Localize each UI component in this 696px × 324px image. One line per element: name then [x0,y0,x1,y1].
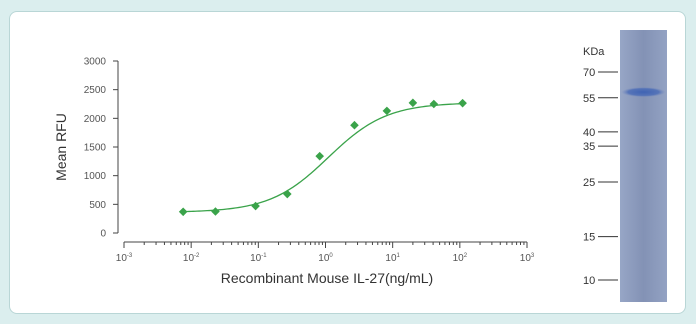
y-axis-title: Mean RFU [53,113,69,181]
data-point [382,106,392,116]
gel-lane [620,30,667,302]
kda-unit-label: KDa [583,46,605,58]
data-point [315,151,325,161]
marker-label: 40 [583,127,595,139]
sds-page-gel: KDa 70 55 40 35 25 15 10 [583,30,667,302]
marker-label: 15 [583,232,595,244]
marker-label: 70 [583,67,595,79]
x-tick-label: 100 [318,253,333,264]
marker-label: 10 [583,275,595,287]
y-tick-label: 0 [100,229,106,240]
protein-band [621,87,666,98]
x-tick-label: 103 [520,253,535,264]
x-tick-label: 10-3 [116,253,133,264]
data-point [429,99,439,109]
y-tick-label: 1000 [84,171,107,182]
x-tick-label: 101 [385,253,400,264]
x-axis-title: Recombinant Mouse IL-27(ng/mL) [221,270,433,286]
y-tick-label: 500 [89,200,106,211]
data-point [178,207,188,217]
data-point [251,201,260,211]
data-point [408,98,418,108]
fit-curve [183,103,463,213]
molecular-weight-markers: 70 55 40 35 25 15 10 [583,67,618,287]
marker-label: 35 [583,141,595,153]
marker-label: 25 [583,177,595,189]
y-tick-label: 2500 [84,85,107,96]
y-tick-label: 1500 [84,143,107,154]
data-point [458,98,467,108]
x-tick-label: 102 [453,253,468,264]
marker-label: 55 [583,93,595,105]
dose-response-chart: 0 500 1000 1500 2000 2500 3000 10-3 10-2 10-1 100… [53,57,535,287]
fit-curve-line [183,103,463,213]
y-tick-label: 2000 [84,114,107,125]
data-point [283,189,292,199]
data-point [350,120,359,130]
data-points [178,98,467,217]
data-point [211,207,220,216]
x-tick-label: 10-2 [183,253,200,264]
y-axis: 0 500 1000 1500 2000 2500 3000 [84,57,119,240]
figure-card [9,11,686,314]
x-tick-label: 10-1 [250,253,267,264]
x-axis: 10-3 10-2 10-1 100 101 102 103 [116,241,535,264]
y-tick-label: 3000 [84,57,107,68]
